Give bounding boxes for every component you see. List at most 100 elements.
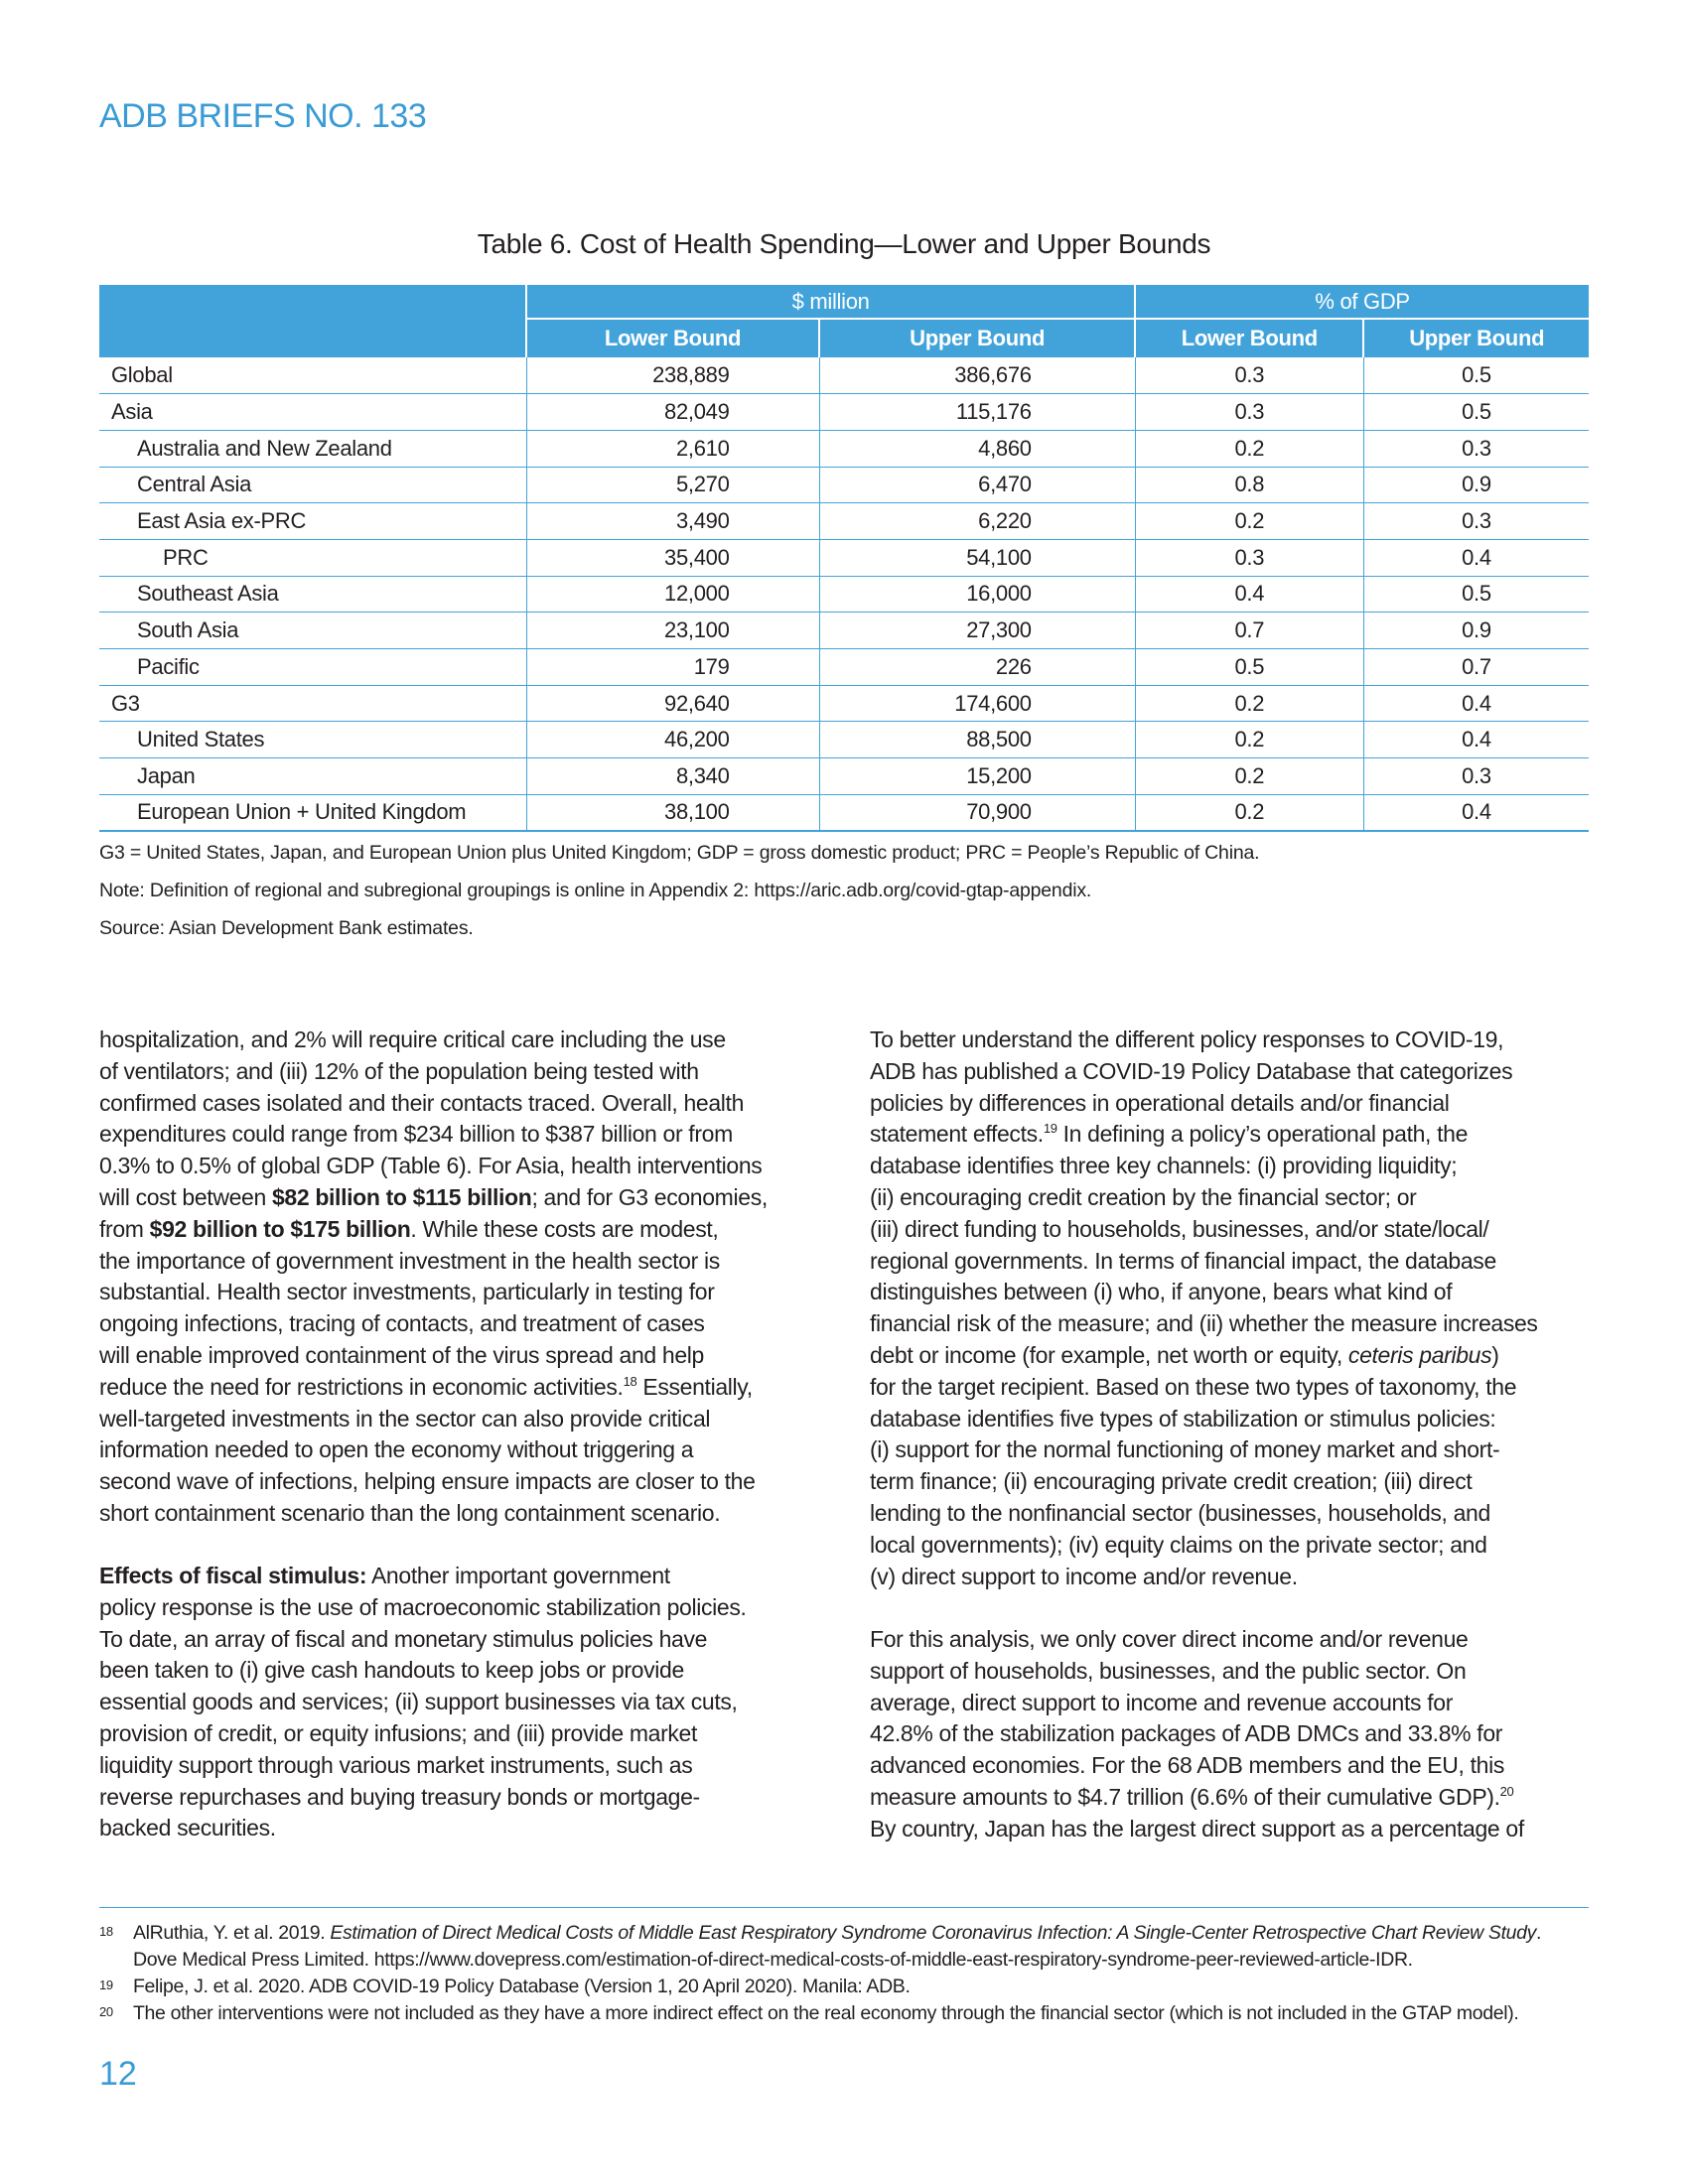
text-line: lending to the nonfinancial sector (busi… <box>870 1499 1490 1526</box>
table-row: East Asia ex-PRC 3,490 6,220 0.2 0.3 <box>99 502 1589 540</box>
text-line: local governments); (iv) equity claims o… <box>870 1531 1487 1558</box>
cell-value: 0.7 <box>1362 648 1589 686</box>
text-run: Effects of fiscal stimulus: <box>99 1563 367 1588</box>
text-line: expenditures could range from $234 billi… <box>99 1121 733 1148</box>
text-line: statement effects.19 In defining a polic… <box>870 1119 1538 1151</box>
footnote-ref: 20 <box>1499 1783 1514 1799</box>
text-line: To date, an array of fiscal and monetary… <box>99 1625 708 1652</box>
table-row: G3 92,640 174,600 0.2 0.4 <box>99 685 1589 723</box>
row-label: Pacific <box>99 648 526 686</box>
cell-value: 92,640 <box>525 685 820 723</box>
table-row: Australia and New Zealand 2,610 4,860 0.2 0.… <box>99 430 1589 468</box>
text-line: short containment scenario than the long… <box>99 1499 721 1526</box>
table-row: PRC 35,400 54,100 0.3 0.4 <box>99 539 1589 577</box>
table-row: Global 238,889 386,676 0.3 0.5 <box>99 357 1589 395</box>
table-row: Pacific 179 226 0.5 0.7 <box>99 648 1589 686</box>
table-source: Source: Asian Development Bank estimates… <box>99 917 474 939</box>
cell-value: 238,889 <box>525 357 820 395</box>
cell-value: 2,610 <box>525 430 820 468</box>
text-line: hospitalization, and 2% will require cri… <box>99 1026 726 1052</box>
text-line: support of households, businesses, and t… <box>870 1657 1467 1684</box>
cell-value: 0.7 <box>1134 612 1364 649</box>
body-right-p1: To better understand the different polic… <box>870 1024 1538 1592</box>
text-line: (v) direct support to income and/or reve… <box>870 1563 1298 1589</box>
text-run: Estimation of Direct Medical Costs of Mi… <box>330 1922 1537 1944</box>
cell-value: 70,900 <box>818 794 1136 832</box>
cell-value: 0.4 <box>1362 721 1589 759</box>
footnote-text: AlRuthia, Y. et al. 2019. Estimation of … <box>133 1920 1541 1947</box>
series-title: ADB BRIEFS NO. 133 <box>99 97 427 135</box>
text-run: from <box>99 1215 150 1242</box>
text-line: from $92 billion to $175 billion. While … <box>99 1214 768 1246</box>
cell-value: 0.2 <box>1134 502 1364 540</box>
col-header: Lower Bound <box>1134 318 1364 357</box>
text-line: measure amounts to $4.7 trillion (6.6% o… <box>870 1782 1524 1814</box>
text-line: database identifies five types of stabil… <box>870 1405 1496 1432</box>
page-number: 12 <box>99 2055 137 2093</box>
text-line: will enable improved containment of the … <box>99 1341 704 1368</box>
text-line: essential goods and services; (ii) suppo… <box>99 1689 738 1715</box>
cell-value: 54,100 <box>818 539 1136 577</box>
text-line: for the target recipient. Based on these… <box>870 1373 1517 1400</box>
row-label: East Asia ex-PRC <box>99 502 526 540</box>
text-line: debt or income (for example, net worth o… <box>870 1340 1538 1372</box>
cell-value: 0.4 <box>1362 685 1589 723</box>
footnote-text: The other interventions were not include… <box>133 2002 1519 2024</box>
table-row: United States 46,200 88,500 0.2 0.4 <box>99 721 1589 759</box>
body-left-p2: Effects of fiscal stimulus: Another impo… <box>99 1561 747 1844</box>
footnote-ref: 18 <box>623 1373 637 1389</box>
text-run: Another important government <box>366 1563 670 1588</box>
table-row: European Union + United Kingdom 38,100 70,… <box>99 794 1589 832</box>
body-left-p1: hospitalization, and 2% will require cri… <box>99 1024 768 1530</box>
cell-value: 0.4 <box>1362 539 1589 577</box>
table-row: South Asia 23,100 27,300 0.7 0.9 <box>99 612 1589 649</box>
health-spending-table: $ million % of GDP Lower Bound Upper Bou… <box>99 285 1589 832</box>
cell-value: 0.3 <box>1362 502 1589 540</box>
footnote-text: Dove Medical Press Limited. https://www.… <box>133 1949 1413 1971</box>
text-line: average, direct support to income and re… <box>870 1689 1453 1715</box>
cell-value: 16,000 <box>818 576 1136 614</box>
cell-value: 174,600 <box>818 685 1136 723</box>
table-note: Note: Definition of regional and subregi… <box>99 880 1092 901</box>
cell-value: 0.5 <box>1134 648 1364 686</box>
cell-value: 8,340 <box>525 757 820 795</box>
cell-value: 0.4 <box>1134 576 1364 614</box>
cell-value: 5,270 <box>525 467 820 504</box>
col-header: Upper Bound <box>1362 318 1589 357</box>
footnote-text: Felipe, J. et al. 2020. ADB COVID-19 Pol… <box>133 1976 911 1997</box>
col-header: Lower Bound <box>524 318 820 357</box>
text-run: ceteris paribus <box>1347 1341 1492 1368</box>
row-label: United States <box>99 721 526 759</box>
text-line: policy response is the use of macroecono… <box>99 1593 747 1620</box>
cell-value: 179 <box>525 648 820 686</box>
text-line: substantial. Health sector investments, … <box>99 1279 715 1305</box>
text-line: information needed to open the economy w… <box>99 1436 694 1463</box>
text-run: ) <box>1491 1341 1499 1368</box>
text-line: been taken to (i) give cash handouts to … <box>99 1657 684 1684</box>
text-line: (ii) encouraging credit creation by the … <box>870 1183 1417 1210</box>
text-line: the importance of government investment … <box>99 1247 720 1274</box>
text-line: To better understand the different polic… <box>870 1026 1504 1052</box>
row-label: European Union + United Kingdom <box>99 794 526 832</box>
text-line: financial risk of the measure; and (ii) … <box>870 1310 1538 1337</box>
cell-value: 0.5 <box>1362 357 1589 395</box>
cell-value: 6,220 <box>818 502 1136 540</box>
footnote-ref: 19 <box>1043 1121 1057 1137</box>
cell-value: 0.9 <box>1362 612 1589 649</box>
cell-value: 0.3 <box>1134 393 1364 431</box>
row-label: Asia <box>99 393 526 431</box>
cell-value: 82,049 <box>525 393 820 431</box>
text-run: reduce the need for restrictions in econ… <box>99 1373 624 1400</box>
text-line: of ventilators; and (iii) 12% of the pop… <box>99 1057 699 1084</box>
cell-value: 0.3 <box>1362 757 1589 795</box>
text-run: ; and for G3 economies, <box>531 1183 768 1210</box>
text-run: . While these costs are modest, <box>410 1215 719 1242</box>
text-run: In defining a policy’s operational path,… <box>1056 1121 1469 1148</box>
text-line: second wave of infections, helping ensur… <box>99 1468 756 1495</box>
cell-value: 4,860 <box>818 430 1136 468</box>
footnote-number: 18 <box>99 1924 113 1939</box>
cell-value: 0.3 <box>1134 357 1364 395</box>
text-run: $92 billion to $175 billion <box>149 1215 411 1242</box>
text-line: Effects of fiscal stimulus: Another impo… <box>99 1561 747 1592</box>
table-row: Southeast Asia 12,000 16,000 0.4 0.5 <box>99 576 1589 614</box>
